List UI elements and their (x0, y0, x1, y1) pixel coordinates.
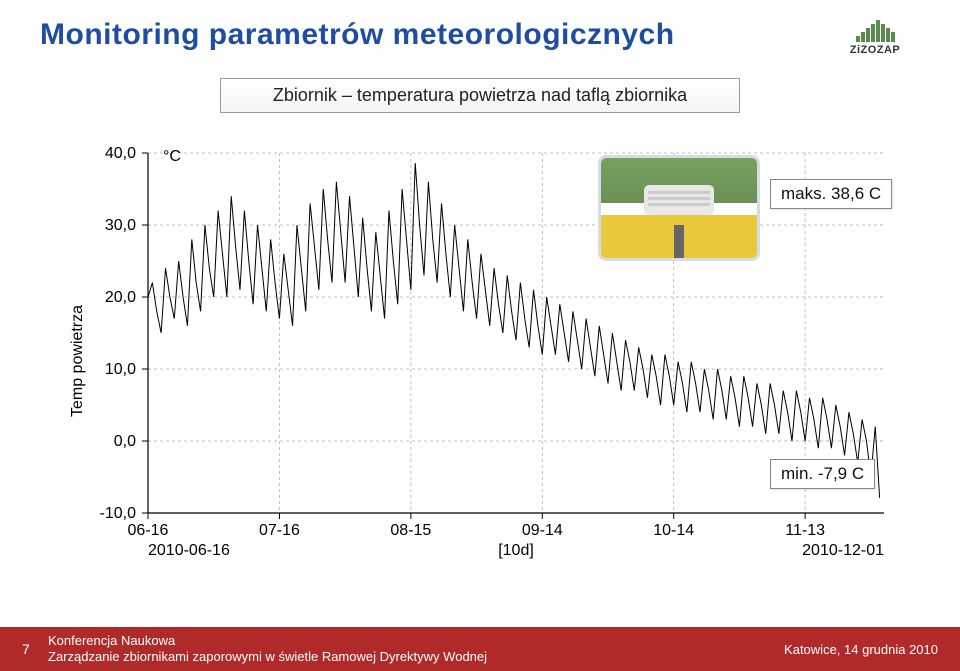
header: Monitoring parametrów meteorologicznych … (40, 18, 920, 64)
svg-text:10,0: 10,0 (105, 361, 136, 378)
footer: 7 Konferencja Naukowa Zarządzanie zbiorn… (0, 627, 960, 671)
max-annotation: maks. 38,6 C (770, 179, 892, 209)
svg-text:[10d]: [10d] (498, 542, 534, 559)
page-title: Monitoring parametrów meteorologicznych (40, 18, 675, 52)
sensor-device-icon (644, 185, 714, 215)
subtitle-text: Zbiornik – temperatura powietrza nad taf… (273, 85, 687, 105)
min-annotation-text: min. -7,9 C (781, 464, 864, 483)
svg-text:11-13: 11-13 (785, 522, 825, 539)
svg-text:08-15: 08-15 (390, 522, 431, 539)
svg-text:30,0: 30,0 (105, 217, 136, 234)
logo-bars-icon (856, 18, 895, 42)
svg-text:2010-12-01: 2010-12-01 (802, 542, 884, 559)
subtitle-box: Zbiornik – temperatura powietrza nad taf… (220, 78, 740, 113)
sensor-mount (601, 215, 757, 261)
logo-text: ZiZOZAP (850, 44, 901, 56)
logo: ZiZOZAP (830, 18, 920, 64)
chart-container: Temp powietrza -10,00,010,020,030,040,0°… (40, 141, 920, 581)
footer-line1: Konferencja Naukowa (48, 633, 784, 649)
svg-text:0,0: 0,0 (114, 433, 136, 450)
svg-text:07-16: 07-16 (259, 522, 300, 539)
max-annotation-text: maks. 38,6 C (781, 184, 881, 203)
page-number: 7 (22, 641, 48, 657)
footer-line2: Zarządzanie zbiornikami zaporowymi w świ… (48, 649, 784, 665)
slide: Monitoring parametrów meteorologicznych … (0, 0, 960, 671)
svg-text:09-14: 09-14 (522, 522, 563, 539)
svg-text:06-16: 06-16 (128, 522, 169, 539)
min-annotation: min. -7,9 C (770, 459, 875, 489)
svg-text:40,0: 40,0 (105, 145, 136, 162)
svg-text:-10,0: -10,0 (100, 505, 137, 522)
footer-conference: Konferencja Naukowa Zarządzanie zbiornik… (48, 633, 784, 666)
svg-text:°C: °C (163, 148, 181, 165)
sensor-photo-inset (598, 155, 760, 261)
svg-text:10-14: 10-14 (653, 522, 694, 539)
svg-text:2010-06-16: 2010-06-16 (148, 542, 230, 559)
footer-date: Katowice, 14 grudnia 2010 (784, 642, 938, 657)
svg-text:20,0: 20,0 (105, 289, 136, 306)
